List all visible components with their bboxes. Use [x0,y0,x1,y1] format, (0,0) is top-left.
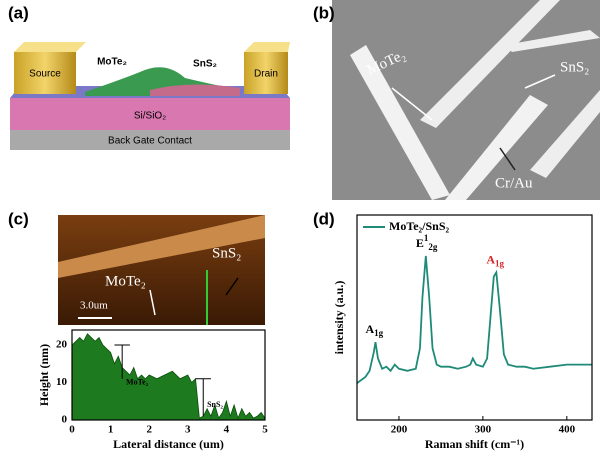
gate-layer [10,130,290,150]
x-tick-label: 0 [69,424,75,436]
source-top [14,42,86,52]
x-tick-label: 3 [185,424,191,436]
y-axis-label: Height (nm) [37,344,51,406]
arrow [499,147,516,171]
label: SnS₂ [193,59,217,70]
sem-image: (b) MoTe₂ SnS₂ Cr/Au [313,0,600,200]
oxide-layer [10,98,290,130]
flake-sns2 [150,84,240,96]
y-tick-label: 0 [62,414,68,426]
afm-flake [58,215,265,278]
electrode [420,0,560,128]
x-tick-label: 1 [108,424,114,436]
peak-label: A1g [486,252,504,268]
x-tick-label: 400 [559,424,576,436]
label: Si/SiO₂ [134,111,166,122]
peak-label-sub: 1g [495,258,505,268]
arrow [225,277,239,296]
label: Source [29,69,61,80]
label: Drain [254,69,278,80]
x-tick-label: 4 [224,424,230,436]
x-tick-label: 5 [262,424,268,436]
peak-label-sup: 1 [424,233,429,243]
peak-label-sub: 1g [374,328,384,338]
afm-image: (c) SnS₂ MoTe₂ 3.0um [8,209,265,325]
charts: 0 1 2 3 4 5 0 10 20 Lateral distance (um) Height (… [37,214,593,451]
plot-frame [71,329,266,421]
schematic: (a) Source Drain MoTe₂ SnS₂ Si/SiO₂ Back… [8,3,290,150]
label: 3.0um [80,300,108,312]
electrode [530,90,600,178]
x-axis-label: Lateral distance (um) [113,437,224,451]
electrode [505,30,600,52]
x-tick-label: 200 [391,424,408,436]
label: Cr/Au [495,175,533,191]
label: MoTe₂ [97,57,127,68]
drain-top [244,42,290,52]
peak-label: E12g [416,233,438,252]
x-tick-label: 2 [146,424,152,436]
panel-label: (a) [8,3,29,22]
arrow [149,289,156,316]
annotation: MoTe₂ [126,377,149,386]
panel-label: (c) [8,209,29,228]
source-pad [14,52,76,94]
peak-label: A1g [365,322,383,338]
y-tick-label: 20 [56,339,68,351]
x-tick-label: 300 [475,424,492,436]
arrow [391,87,433,121]
sem-background [332,0,600,200]
peak-label-sub: 2g [428,242,438,252]
peak-label-base: E [416,236,424,250]
panel-label: (d) [313,209,335,228]
electrode [350,45,450,200]
panel-label: (b) [313,3,335,22]
y-axis-label: intensity (a.u.) [332,281,346,355]
drain-pad [244,52,288,94]
annotation: SnS₂ [207,400,223,409]
y-tick-label: 10 [56,376,68,388]
line [356,255,592,384]
electrode [445,95,548,200]
arrow [524,74,556,89]
label: MoTe₂ [105,273,146,289]
label: Back Gate Contact [108,136,192,147]
x-axis-label: Raman shift (cm⁻¹) [425,437,524,451]
label: SnS₂ [212,245,241,261]
area [71,333,266,421]
plot-frame [356,214,593,421]
legend-entry: MoTe₂/SnS₂ [389,219,450,233]
label: SnS₂ [560,59,589,75]
peak-label-base: A [365,322,374,336]
peak-label-base: A [486,252,495,266]
